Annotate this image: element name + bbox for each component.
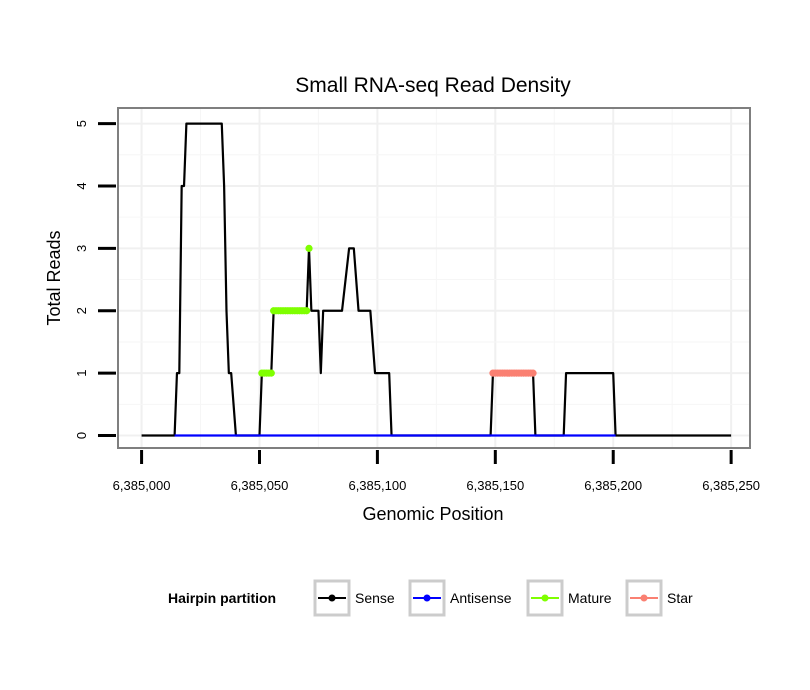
y-tick-label: 5 bbox=[74, 120, 89, 127]
legend-title: Hairpin partition bbox=[168, 590, 276, 606]
star-point bbox=[529, 369, 537, 377]
plot-border bbox=[117, 107, 751, 449]
x-axis-title: Genomic Position bbox=[362, 504, 503, 524]
y-tick-label: 0 bbox=[74, 432, 89, 439]
y-tick-label: 4 bbox=[74, 182, 89, 189]
x-tick-label: 6,385,000 bbox=[113, 478, 171, 493]
legend-label-sense: Sense bbox=[355, 590, 395, 606]
x-tick-label: 6,385,100 bbox=[348, 478, 406, 493]
plot-panel bbox=[118, 108, 750, 448]
legend: Hairpin partition Sense Antisense Mature St… bbox=[168, 579, 693, 617]
legend-label-star: Star bbox=[667, 590, 693, 606]
x-tick-label: 6,385,200 bbox=[584, 478, 642, 493]
chart-title: Small RNA-seq Read Density bbox=[295, 74, 571, 97]
x-tick-label: 6,385,250 bbox=[702, 478, 760, 493]
y-tick-label: 3 bbox=[74, 245, 89, 252]
mature-point bbox=[305, 244, 313, 252]
legend-key-point-mature bbox=[541, 594, 549, 602]
y-tick-label: 1 bbox=[74, 370, 89, 377]
legend-key-point-sense bbox=[328, 594, 336, 602]
x-tick-label: 6,385,050 bbox=[231, 478, 289, 493]
legend-key-point-star bbox=[640, 594, 648, 602]
series-layer bbox=[141, 122, 732, 437]
y-axis-title: Total Reads bbox=[44, 230, 64, 325]
legend-label-mature: Mature bbox=[568, 590, 612, 606]
mature-point bbox=[303, 307, 311, 315]
x-axis: 6,385,000 6,385,050 6,385,100 6,385,150 6,38… bbox=[113, 450, 760, 493]
y-axis: 0 1 2 3 4 5 bbox=[74, 120, 116, 439]
y-tick-label: 2 bbox=[74, 307, 89, 314]
legend-label-antisense: Antisense bbox=[450, 590, 512, 606]
legend-key-point-antisense bbox=[423, 594, 431, 602]
x-tick-label: 6,385,150 bbox=[466, 478, 524, 493]
mature-point bbox=[267, 369, 275, 377]
